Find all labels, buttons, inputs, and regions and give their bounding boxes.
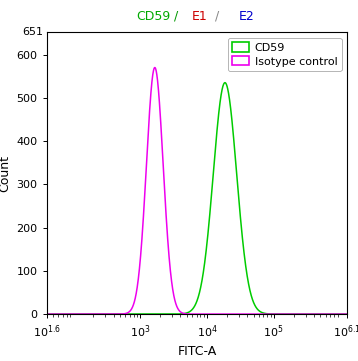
CD59 — [97, 312, 101, 316]
Text: /: / — [174, 10, 182, 23]
Isotype control — [44, 312, 49, 316]
CD59 — [79, 312, 83, 316]
Text: /: / — [211, 10, 223, 23]
CD59 — [307, 312, 311, 316]
CD59 — [339, 312, 344, 316]
Isotype control — [97, 312, 101, 316]
Text: CD59: CD59 — [136, 10, 170, 23]
CD59 — [345, 312, 349, 316]
Isotype control — [153, 65, 157, 70]
Y-axis label: Count: Count — [0, 155, 11, 192]
Text: 651: 651 — [23, 27, 44, 38]
Legend: CD59, Isotype control: CD59, Isotype control — [228, 38, 342, 71]
Isotype control — [79, 312, 83, 316]
X-axis label: FITC-A: FITC-A — [177, 345, 217, 358]
CD59 — [173, 312, 177, 316]
Line: Isotype control: Isotype control — [47, 68, 347, 314]
CD59 — [223, 81, 227, 85]
Line: CD59: CD59 — [47, 83, 347, 314]
Isotype control — [173, 299, 177, 303]
Isotype control — [339, 312, 344, 316]
CD59 — [44, 312, 49, 316]
Isotype control — [160, 141, 164, 145]
Text: E1: E1 — [192, 10, 208, 23]
CD59 — [160, 312, 164, 316]
Isotype control — [307, 312, 311, 316]
Isotype control — [345, 312, 349, 316]
Text: E2: E2 — [239, 10, 255, 23]
